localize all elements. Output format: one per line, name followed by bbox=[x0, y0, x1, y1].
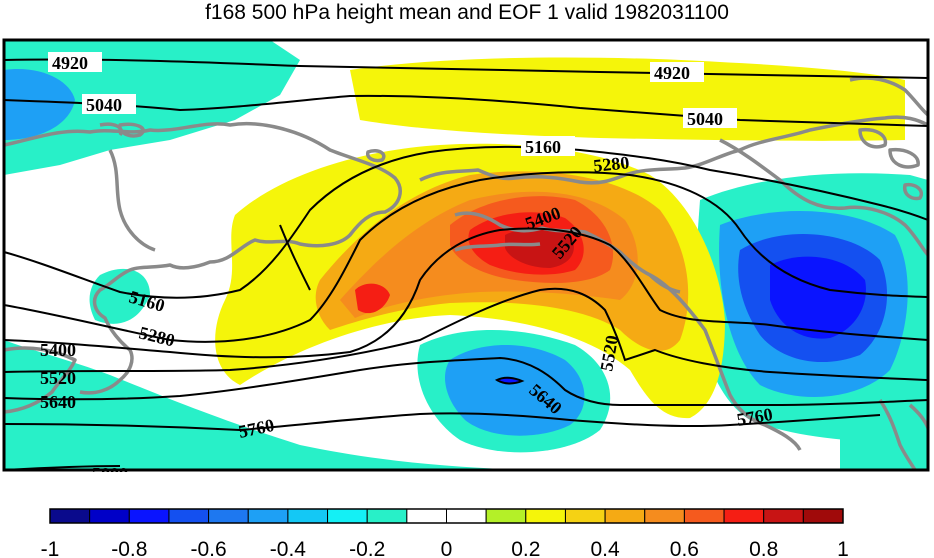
colorbar-swatch bbox=[525, 508, 566, 524]
map-frame bbox=[2, 38, 930, 472]
colorbar-tick-label: -0.4 bbox=[270, 538, 307, 558]
colorbar-swatch bbox=[406, 508, 448, 524]
colorbar-tick-label: 1 bbox=[837, 538, 849, 558]
colorbar-tick-label: -1 bbox=[41, 538, 60, 558]
height-contours bbox=[3, 58, 929, 471]
coast-arctic-4 bbox=[902, 182, 923, 201]
colorbar-swatch bbox=[327, 508, 368, 524]
label-4920-west: 4920 bbox=[52, 53, 88, 73]
coast-aleutian bbox=[454, 242, 541, 252]
label-5640-west: 5640 bbox=[40, 392, 76, 412]
label-5160-north: 5160 bbox=[525, 137, 561, 157]
coast-panhandle bbox=[649, 273, 802, 451]
contour-5160-b bbox=[279, 224, 311, 291]
neg-region-northwest-core bbox=[4, 69, 75, 140]
coast-island-1 bbox=[365, 148, 386, 163]
colorbar bbox=[49, 508, 844, 524]
colorbar-swatch bbox=[485, 508, 527, 524]
colorbar-tick-label: 0.6 bbox=[670, 538, 699, 558]
contour-5520 bbox=[3, 287, 929, 381]
contour-5040 bbox=[3, 94, 929, 127]
colorbar-swatch bbox=[763, 508, 804, 524]
colorbar-tick-label: 0.2 bbox=[511, 538, 540, 558]
contour-5400 bbox=[3, 227, 929, 359]
coast-california bbox=[878, 399, 917, 471]
pos-region-red-west bbox=[355, 283, 390, 314]
colorbar-tick-label: 0.8 bbox=[749, 538, 778, 558]
coast-arctic-2 bbox=[858, 127, 888, 149]
colorbar-swatch bbox=[683, 508, 725, 524]
coast-asia bbox=[3, 121, 402, 395]
coast-arctic-3 bbox=[888, 147, 920, 169]
colorbar-tick-label: 0 bbox=[441, 538, 453, 558]
label-5400-west: 5400 bbox=[40, 340, 76, 360]
colorbar-swatch bbox=[128, 508, 170, 524]
eof-shading bbox=[4, 40, 928, 470]
map-title: f168 500 hPa height mean and EOF 1 valid… bbox=[205, 1, 729, 24]
coast-arctic-1 bbox=[849, 76, 930, 117]
colorbar-tick-label: 0.4 bbox=[590, 538, 620, 558]
label-4920-east: 4920 bbox=[654, 63, 690, 83]
coast-north-1 bbox=[99, 122, 123, 137]
contour-5640 bbox=[3, 356, 929, 407]
contour-5160 bbox=[3, 145, 929, 299]
label-5280-north: 5280 bbox=[592, 152, 630, 176]
pos-region-darkred bbox=[505, 227, 574, 268]
coast-canada bbox=[719, 138, 930, 257]
colorbar-swatch bbox=[802, 508, 844, 524]
colorbar-swatch bbox=[644, 508, 685, 524]
colorbar-swatch bbox=[247, 508, 289, 524]
colorbar-tick-labels: -1 -0.8 -0.6 -0.4 -0.2 0 0.2 0.4 0.6 0.8 1 bbox=[41, 538, 849, 558]
colorbar-outline bbox=[49, 508, 844, 524]
colorbar-swatch bbox=[89, 508, 130, 524]
neg-region-west bbox=[89, 268, 150, 324]
contour-small-low bbox=[494, 376, 525, 385]
colorbar-swatch bbox=[564, 508, 606, 524]
label-5520-west: 5520 bbox=[40, 368, 76, 388]
label-5040-west: 5040 bbox=[86, 95, 122, 115]
colorbar-swatch bbox=[168, 508, 210, 524]
contour-5760 bbox=[3, 412, 881, 432]
coast-kamchatka bbox=[108, 149, 156, 252]
colorbar-tick-label: -0.8 bbox=[111, 538, 147, 558]
coast-asia-south bbox=[3, 346, 77, 414]
colorbar-swatch bbox=[604, 508, 646, 524]
colorbar-swatch bbox=[723, 508, 765, 524]
colorbar-swatch bbox=[446, 508, 487, 524]
title-backdrop bbox=[0, 0, 934, 37]
colorbar-swatch bbox=[366, 508, 408, 524]
label-5040-east: 5040 bbox=[687, 109, 723, 129]
contour-5280 bbox=[3, 171, 929, 343]
colorbar-swatch bbox=[208, 508, 249, 524]
neg-region-southwest bbox=[4, 340, 560, 470]
colorbar-tick-label: -0.6 bbox=[191, 538, 227, 558]
colorbar-swatch bbox=[49, 508, 91, 524]
contour-4920 bbox=[3, 58, 929, 79]
colorbar-swatch bbox=[287, 508, 329, 524]
colorbar-tick-label: -0.2 bbox=[349, 538, 385, 558]
